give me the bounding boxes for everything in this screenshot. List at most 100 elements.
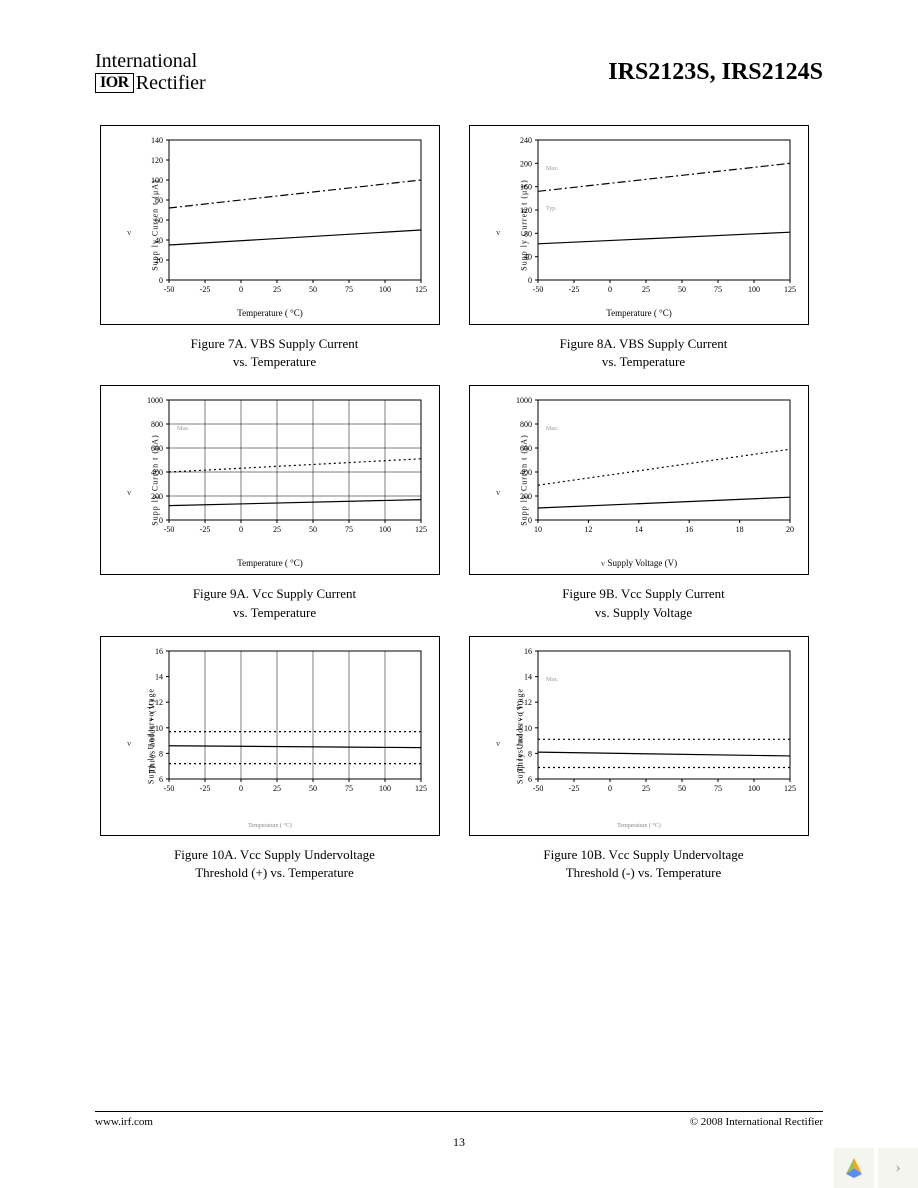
svg-text:-25: -25 [200,784,211,793]
chart-7a-ylabel-sub: V [127,231,131,237]
chart-9b-ylabel: Supp ly Curren t (μA) [519,435,528,527]
chart-10a-cell: 6810121416-50-250255075100125 Supp ly Un… [100,636,449,882]
logo-line1: International [95,50,206,72]
chart-9a-ylabel: Supp ly Curren t (μA) [150,435,159,527]
svg-text:75: 75 [345,525,353,534]
svg-text:100: 100 [748,285,760,294]
chart-7a-ylabel: Supp ly Curren t (μA) [150,179,159,271]
chart-9b-caption: Figure 9B. Vcc Supply Current vs. Supply… [469,585,818,621]
page-footer: www.irf.com © 2008 International Rectifi… [95,1111,823,1128]
svg-text:0: 0 [239,784,243,793]
svg-text:75: 75 [345,784,353,793]
svg-text:125: 125 [415,525,427,534]
svg-text:125: 125 [784,285,796,294]
svg-text:0: 0 [159,276,163,285]
chart-7a: 020406080100120140-50-250255075100125 Su… [100,125,440,325]
svg-text:6: 6 [528,775,532,784]
charts-grid: 020406080100120140-50-250255075100125 Su… [100,125,818,896]
nav-next-icon[interactable]: › [878,1148,918,1188]
svg-text:100: 100 [379,285,391,294]
svg-text:0: 0 [528,276,532,285]
svg-text:0: 0 [608,285,612,294]
chart-9b-cell: 02004006008001000101214161820Max. Supp l… [469,385,818,621]
svg-text:100: 100 [379,784,391,793]
footer-url: www.irf.com [95,1116,153,1128]
svg-text:16: 16 [155,647,163,656]
svg-text:50: 50 [309,784,317,793]
svg-text:8: 8 [159,749,163,758]
svg-text:Max.: Max. [177,426,190,432]
chart-8a-ylabel-sub: V [496,231,500,237]
chart-9b-xlabel: V Supply Voltage (V) [601,558,677,568]
svg-text:25: 25 [642,784,650,793]
ior-box: IOR [95,73,134,93]
chart-8a-xlabel: Temperature ( °C) [606,308,671,318]
nav-logo-icon[interactable] [834,1148,874,1188]
svg-text:14: 14 [635,525,643,534]
chart-10a-ylabel2: Thres holds + (V) [148,699,157,773]
svg-text:6: 6 [159,775,163,784]
svg-text:800: 800 [151,420,163,429]
svg-text:0: 0 [239,525,243,534]
logo-rectifier: Rectifier [136,72,206,94]
svg-text:0: 0 [528,516,532,525]
chart-8a-ylabel: Supp ly Curren t (μA) [519,179,528,271]
svg-text:240: 240 [520,136,532,145]
svg-text:75: 75 [345,285,353,294]
svg-text:-50: -50 [533,784,544,793]
chart-10b: 6810121416-50-250255075100125Max. Supp l… [469,636,809,836]
svg-text:50: 50 [678,285,686,294]
svg-text:-50: -50 [533,285,544,294]
chart-9b-ylabel-sub: V [496,491,500,497]
svg-text:14: 14 [524,672,532,681]
chart-9a-ylabel-sub: V [127,491,131,497]
chart-7a-cell: 020406080100120140-50-250255075100125 Su… [100,125,449,371]
chart-9b: 02004006008001000101214161820Max. Supp l… [469,385,809,575]
logo-line2: IOR Rectifier [95,72,206,94]
svg-text:75: 75 [714,784,722,793]
svg-text:-25: -25 [569,784,580,793]
svg-text:1000: 1000 [516,396,532,405]
svg-text:25: 25 [273,784,281,793]
svg-text:-25: -25 [200,525,211,534]
svg-text:-50: -50 [164,784,175,793]
svg-text:0: 0 [159,516,163,525]
svg-text:Max.: Max. [546,166,559,172]
chart-10a-caption: Figure 10A. Vcc Supply Undervoltage Thre… [100,846,449,882]
svg-text:Max.: Max. [546,426,559,432]
svg-text:-25: -25 [569,285,580,294]
chart-10b-caption: Figure 10B. Vcc Supply Undervoltage Thre… [469,846,818,882]
svg-text:20: 20 [786,525,794,534]
svg-text:8: 8 [528,749,532,758]
chart-9a-cell: 02004006008001000-50-250255075100125Max.… [100,385,449,621]
svg-text:25: 25 [273,285,281,294]
svg-text:10: 10 [524,724,532,733]
svg-text:12: 12 [584,525,592,534]
svg-text:25: 25 [642,285,650,294]
chart-10a-xlabel: Temperature ( °C) [248,823,292,829]
chart-7a-caption: Figure 7A. VBS Supply Current vs. Temper… [100,335,449,371]
svg-text:50: 50 [309,285,317,294]
chart-10b-xlabel: Temperature ( °C) [617,823,661,829]
chart-8a: 04080120160200240-50-250255075100125Max.… [469,125,809,325]
chart-9a: 02004006008001000-50-250255075100125Max.… [100,385,440,575]
svg-text:100: 100 [748,784,760,793]
svg-text:-25: -25 [200,285,211,294]
svg-text:120: 120 [151,156,163,165]
chart-10b-ylabel2: Thres holds - (V) [516,700,525,772]
svg-text:25: 25 [273,525,281,534]
svg-text:14: 14 [155,672,163,681]
svg-text:16: 16 [685,525,693,534]
svg-text:-50: -50 [164,525,175,534]
svg-text:125: 125 [784,784,796,793]
svg-text:140: 140 [151,136,163,145]
svg-text:800: 800 [520,420,532,429]
svg-text:125: 125 [415,285,427,294]
chart-10a-ylabel-sub: V [127,742,131,748]
svg-text:0: 0 [239,285,243,294]
chart-9a-xlabel: Temperature ( °C) [237,558,302,568]
svg-text:125: 125 [415,784,427,793]
svg-text:50: 50 [309,525,317,534]
company-logo: International IOR Rectifier [95,50,206,94]
svg-text:200: 200 [520,159,532,168]
